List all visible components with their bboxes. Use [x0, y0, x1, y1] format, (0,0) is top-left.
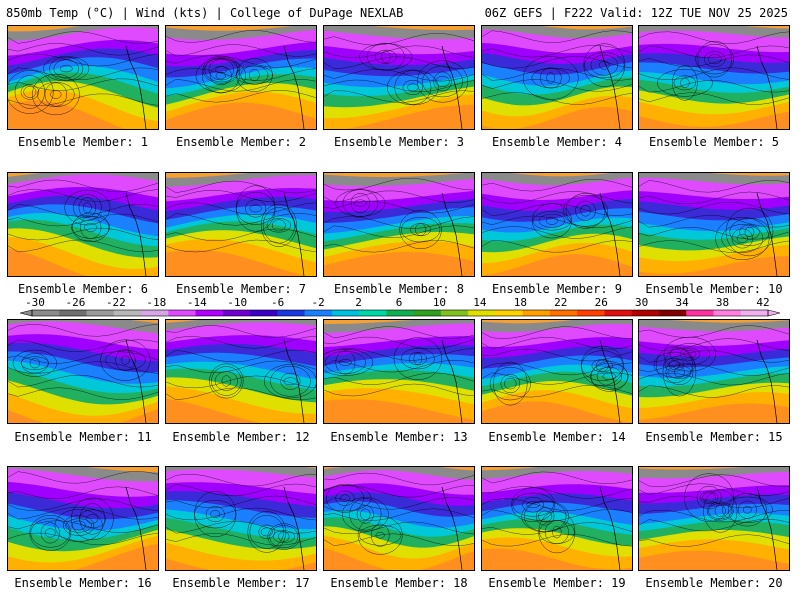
ensemble-member-label: Ensemble Member: 16: [14, 576, 152, 590]
colorbar-max-arrow: [767, 309, 781, 317]
colorbar-segment: [577, 310, 605, 316]
colorbar-segment: [222, 310, 251, 316]
ensemble-member-label: Ensemble Member: 12: [172, 430, 310, 444]
colorbar-tick-label: 2: [355, 296, 362, 309]
ensemble-member-label: Ensemble Member: 13: [330, 430, 468, 444]
ensemble-map-12: [165, 319, 317, 424]
colorbar-segment: [631, 310, 660, 316]
colorbar-tick-label: 42: [756, 296, 769, 309]
colorbar-segment: [440, 310, 469, 316]
ensemble-member-label: Ensemble Member: 20: [645, 576, 783, 590]
chart-title: 850mb Temp (°C) | Wind (kts) | College o…: [6, 6, 404, 20]
temperature-colorbar: -30 -26 -22 -18 -14 -10 -6 -2 2 6 10 14 18 22 26 30 34 38…: [19, 296, 781, 317]
colorbar-segment: [59, 310, 88, 316]
colorbar-tick-label: 22: [554, 296, 567, 309]
colorbar-segment: [32, 310, 60, 316]
ensemble-member-label: Ensemble Member: 2: [175, 135, 307, 149]
colorbar-tick-label: 26: [595, 296, 608, 309]
ensemble-map-1: [7, 25, 159, 130]
colorbar-segment: [86, 310, 115, 316]
colorbar-segment: [141, 310, 169, 316]
colorbar-tick-label: -26: [66, 296, 86, 309]
ensemble-map-5: [638, 25, 790, 130]
ensemble-member-label: Ensemble Member: 18: [330, 576, 468, 590]
colorbar-segment: [386, 310, 415, 316]
ensemble-member-label: Ensemble Member: 6: [17, 282, 149, 296]
ensemble-member-label: Ensemble Member: 4: [491, 135, 623, 149]
colorbar-segment: [250, 310, 278, 316]
ensemble-map-9: [481, 172, 633, 277]
colorbar-tick-label: 10: [433, 296, 446, 309]
colorbar-segment: [331, 310, 360, 316]
colorbar-tick-label: -30: [25, 296, 45, 309]
colorbar-segment: [304, 310, 333, 316]
colorbar-segment: [522, 310, 551, 316]
ensemble-member-label: Ensemble Member: 17: [172, 576, 310, 590]
ensemble-map-19: [481, 466, 633, 571]
ensemble-member-label: Ensemble Member: 5: [648, 135, 780, 149]
ensemble-map-20: [638, 466, 790, 571]
colorbar-tick-label: 18: [514, 296, 527, 309]
colorbar-segment: [359, 310, 387, 316]
colorbar-segment: [277, 310, 306, 316]
colorbar-segment: [604, 310, 633, 316]
ensemble-member-label: Ensemble Member: 10: [645, 282, 783, 296]
ensemble-member-label: Ensemble Member: 11: [14, 430, 152, 444]
colorbar-tick-label: 38: [716, 296, 729, 309]
colorbar-tick-label: 34: [675, 296, 689, 309]
colorbar-segment: [113, 310, 142, 316]
colorbar-tick-label: -10: [227, 296, 247, 309]
colorbar-segment: [713, 310, 742, 316]
colorbar-segment: [495, 310, 524, 316]
ensemble-member-label: Ensemble Member: 19: [488, 576, 626, 590]
ensemble-member-label: Ensemble Member: 7: [175, 282, 307, 296]
model-run-info: 06Z GEFS | F222 Valid: 12Z TUE NOV 25 20…: [484, 6, 788, 20]
ensemble-map-17: [165, 466, 317, 571]
ensemble-map-10: [638, 172, 790, 277]
colorbar-segment: [195, 310, 224, 316]
ensemble-map-11: [7, 319, 159, 424]
ensemble-member-label: Ensemble Member: 3: [333, 135, 465, 149]
ensemble-member-label: Ensemble Member: 9: [491, 282, 623, 296]
ensemble-member-label: Ensemble Member: 15: [645, 430, 783, 444]
ensemble-map-18: [323, 466, 475, 571]
colorbar-segment: [686, 310, 714, 316]
ensemble-map-2: [165, 25, 317, 130]
colorbar-tick-label: -6: [271, 296, 284, 309]
ensemble-map-3: [323, 25, 475, 130]
ensemble-map-7: [165, 172, 317, 277]
colorbar-segment: [658, 310, 687, 316]
ensemble-map-4: [481, 25, 633, 130]
ensemble-member-label: Ensemble Member: 1: [17, 135, 149, 149]
ensemble-map-14: [481, 319, 633, 424]
ensemble-map-6: [7, 172, 159, 277]
ensemble-member-label: Ensemble Member: 8: [333, 282, 465, 296]
colorbar-segment: [468, 310, 496, 316]
colorbar-tick-label: -22: [106, 296, 126, 309]
colorbar-min-arrow: [19, 309, 33, 317]
ensemble-map-16: [7, 466, 159, 571]
colorbar-segment: [549, 310, 578, 316]
colorbar-tick-label: -14: [187, 296, 207, 309]
ensemble-map-15: [638, 319, 790, 424]
colorbar-tick-label: 30: [635, 296, 648, 309]
colorbar-tick-label: 6: [396, 296, 403, 309]
colorbar-tick-label: -18: [146, 296, 166, 309]
ensemble-map-8: [323, 172, 475, 277]
colorbar-tick-label: 14: [473, 296, 487, 309]
colorbar-segment: [740, 310, 769, 316]
colorbar-tick-label: -2: [311, 296, 324, 309]
colorbar-segment: [413, 310, 442, 316]
colorbar-segment: [168, 310, 197, 316]
ensemble-map-13: [323, 319, 475, 424]
ensemble-member-label: Ensemble Member: 14: [488, 430, 626, 444]
